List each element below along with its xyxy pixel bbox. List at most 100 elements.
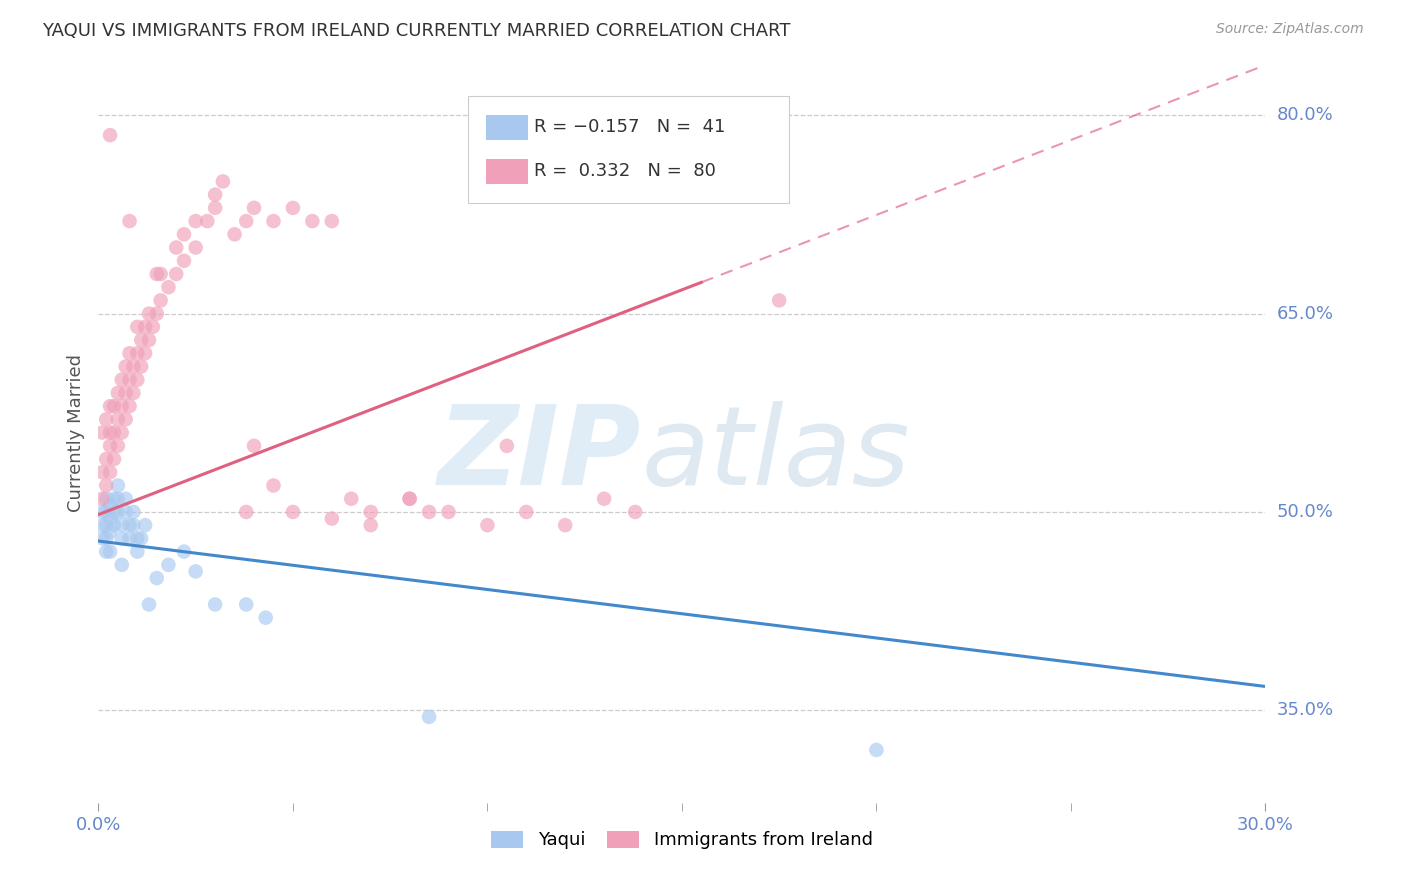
Point [114, 359, 136, 374]
Point [204, 201, 226, 215]
Point [107, 491, 129, 506]
Point [107, 478, 129, 492]
Point [122, 505, 145, 519]
Y-axis label: Currently Married: Currently Married [66, 353, 84, 512]
Point [146, 571, 169, 585]
Point [398, 491, 420, 506]
Text: 65.0%: 65.0% [1277, 305, 1333, 323]
Point [103, 452, 125, 467]
Text: R =  0.332   N =  80: R = 0.332 N = 80 [534, 162, 716, 180]
Point [224, 227, 246, 242]
Point [107, 505, 129, 519]
Point [111, 373, 134, 387]
Point [243, 201, 266, 215]
Point [98, 399, 121, 413]
Point [127, 532, 149, 546]
Point [235, 505, 257, 519]
Point [768, 293, 790, 308]
Point [103, 491, 125, 506]
Point [477, 518, 499, 533]
Point [127, 544, 149, 558]
Point [96, 478, 118, 492]
Point [118, 518, 141, 533]
Point [114, 505, 136, 519]
Point [103, 518, 125, 533]
Point [111, 518, 134, 533]
Point [340, 491, 363, 506]
Point [127, 346, 149, 360]
Point [103, 505, 125, 519]
Point [91, 425, 114, 440]
Point [98, 524, 121, 539]
Text: 50.0%: 50.0% [1277, 503, 1333, 521]
Point [165, 267, 187, 281]
Point [515, 505, 537, 519]
Point [111, 399, 134, 413]
Point [554, 518, 576, 533]
Point [129, 532, 152, 546]
Point [114, 412, 136, 426]
Point [96, 505, 118, 519]
Point [98, 499, 121, 513]
FancyBboxPatch shape [486, 115, 527, 140]
Point [103, 399, 125, 413]
Point [301, 214, 323, 228]
Text: R = −0.157   N =  41: R = −0.157 N = 41 [534, 119, 725, 136]
Point [593, 491, 616, 506]
Point [134, 346, 156, 360]
Text: 80.0%: 80.0% [1277, 106, 1333, 124]
Point [114, 491, 136, 506]
Point [254, 611, 277, 625]
Point [98, 511, 121, 525]
Point [624, 505, 647, 519]
Text: ZIP: ZIP [437, 401, 641, 508]
Point [360, 505, 382, 519]
Point [281, 505, 304, 519]
Point [107, 439, 129, 453]
Point [321, 511, 343, 525]
Point [195, 214, 218, 228]
Point [173, 544, 195, 558]
Point [122, 386, 145, 401]
Point [91, 532, 114, 546]
Point [418, 710, 440, 724]
Point [146, 267, 169, 281]
Point [122, 359, 145, 374]
Point [96, 452, 118, 467]
Point [91, 518, 114, 533]
Point [96, 518, 118, 533]
Point [127, 319, 149, 334]
Point [437, 505, 460, 519]
Point [157, 280, 180, 294]
Text: Source: ZipAtlas.com: Source: ZipAtlas.com [1216, 22, 1364, 37]
Point [184, 214, 207, 228]
Point [122, 518, 145, 533]
Point [184, 565, 207, 579]
Point [262, 214, 284, 228]
Point [118, 399, 141, 413]
FancyBboxPatch shape [468, 95, 789, 203]
Point [212, 174, 235, 188]
Point [165, 240, 187, 255]
Point [91, 491, 114, 506]
Point [262, 478, 284, 492]
Point [96, 491, 118, 506]
Point [235, 214, 257, 228]
Point [138, 307, 160, 321]
Point [103, 425, 125, 440]
Point [142, 319, 165, 334]
Point [173, 253, 195, 268]
Point [96, 532, 118, 546]
Point [138, 333, 160, 347]
Point [118, 346, 141, 360]
Legend: Yaqui, Immigrants from Ireland: Yaqui, Immigrants from Ireland [484, 823, 880, 856]
Point [96, 544, 118, 558]
Point [111, 532, 134, 546]
Text: YAQUI VS IMMIGRANTS FROM IRELAND CURRENTLY MARRIED CORRELATION CHART: YAQUI VS IMMIGRANTS FROM IRELAND CURRENT… [42, 22, 790, 40]
Point [243, 439, 266, 453]
Point [129, 333, 152, 347]
Text: atlas: atlas [641, 401, 910, 508]
Point [865, 743, 887, 757]
Point [91, 465, 114, 479]
Point [321, 214, 343, 228]
